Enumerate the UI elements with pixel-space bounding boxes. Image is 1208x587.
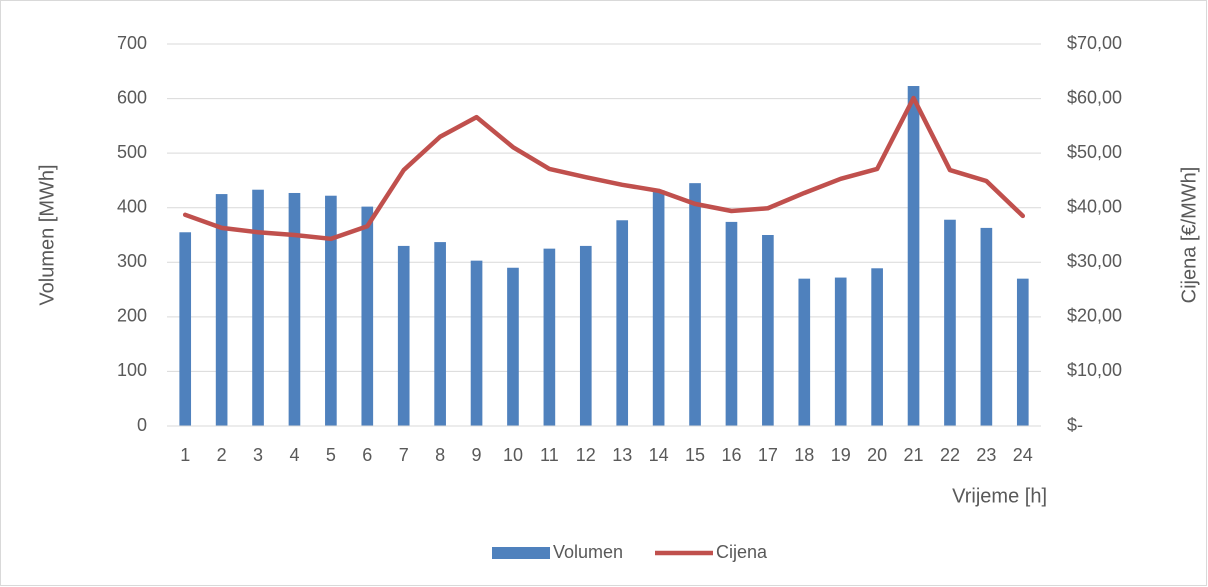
y2-axis-label: Cijena [€/MWh] — [1178, 167, 1200, 304]
y-tick-label: 700 — [117, 33, 147, 53]
bar — [689, 183, 701, 426]
bar — [616, 220, 629, 426]
legend-label: Cijena — [716, 542, 768, 562]
y2-tick-label: $10,00 — [1067, 360, 1122, 380]
bar — [907, 86, 920, 427]
x-tick-label: 12 — [576, 445, 596, 465]
bar — [325, 195, 337, 426]
x-tick-label: 10 — [503, 445, 523, 465]
y-axis-label: Volumen [MWh] — [36, 164, 58, 305]
y2-tick-label: $20,00 — [1067, 306, 1122, 326]
y2-tick-label: $30,00 — [1067, 251, 1122, 271]
bar — [798, 278, 811, 426]
y-tick-label: 200 — [117, 306, 147, 326]
bar — [397, 245, 410, 426]
x-tick-label: 22 — [940, 445, 960, 465]
x-tick-label: 20 — [867, 445, 887, 465]
x-tick-label: 4 — [289, 445, 299, 465]
y2-tick-label: $40,00 — [1067, 196, 1122, 216]
bar — [507, 267, 519, 426]
bar — [762, 235, 774, 426]
x-tick-label: 6 — [362, 445, 372, 465]
x-tick-label: 11 — [540, 445, 559, 465]
bar — [980, 227, 993, 426]
x-tick-label: 19 — [831, 445, 851, 465]
y2-tick-label: $- — [1067, 415, 1083, 435]
bar — [871, 268, 883, 426]
x-axis-label: Vrijeme [h] — [952, 485, 1047, 507]
x-tick-label: 7 — [399, 445, 409, 465]
bar — [252, 189, 264, 426]
bar — [579, 245, 592, 426]
x-tick-label: 17 — [758, 445, 778, 465]
x-tick-label: 8 — [435, 445, 445, 465]
x-tick-label: 18 — [794, 445, 814, 465]
y-tick-label: 300 — [117, 251, 147, 271]
line — [182, 95, 1026, 242]
legend-label: Volumen — [553, 542, 623, 562]
x-tick-label: 5 — [326, 445, 336, 465]
x-tick-label: 23 — [976, 445, 996, 465]
bar — [361, 206, 374, 426]
bar — [834, 277, 847, 426]
bar — [652, 190, 665, 426]
x-tick-label: 15 — [685, 445, 705, 465]
y-tick-label: 400 — [117, 196, 147, 216]
bar — [543, 248, 556, 426]
bar — [288, 192, 301, 426]
x-tick-label: 16 — [721, 445, 741, 465]
x-tick-label: 2 — [217, 445, 227, 465]
bar — [434, 242, 446, 426]
y-tick-label: 0 — [137, 415, 147, 435]
x-tick-label: 9 — [472, 445, 482, 465]
y-tick-label: 100 — [117, 360, 147, 380]
y2-tick-label: $50,00 — [1067, 142, 1122, 162]
y2-tick-label: $60,00 — [1067, 87, 1122, 107]
y-tick-label: 500 — [117, 142, 147, 162]
legend-swatch — [492, 547, 550, 559]
x-tick-label: 24 — [1013, 445, 1033, 465]
bar — [179, 232, 192, 426]
bar — [215, 194, 228, 426]
x-tick-label: 14 — [649, 445, 669, 465]
x-tick-label: 21 — [904, 445, 924, 465]
x-tick-label: 1 — [180, 445, 190, 465]
bar — [470, 260, 483, 426]
y-tick-label: 600 — [117, 87, 147, 107]
bar — [725, 221, 738, 426]
x-tick-label: 3 — [253, 445, 263, 465]
y2-tick-label: $70,00 — [1067, 33, 1122, 53]
bar — [944, 219, 956, 426]
bar — [1016, 278, 1029, 426]
x-tick-label: 13 — [612, 445, 632, 465]
